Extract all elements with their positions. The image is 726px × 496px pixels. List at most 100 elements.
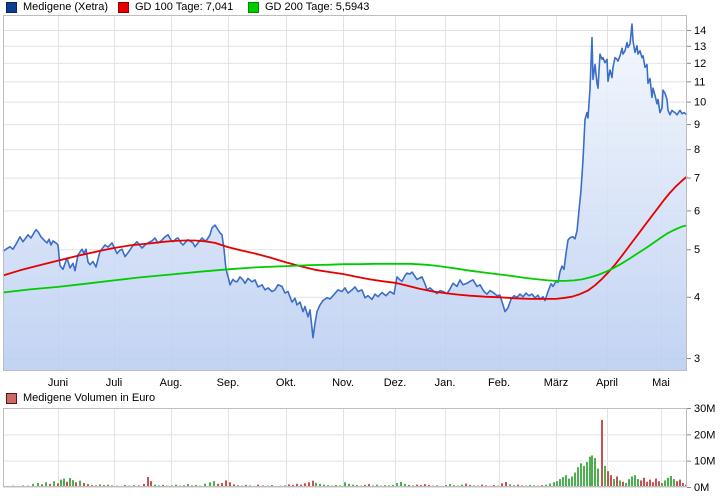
volume-bar: [577, 467, 579, 487]
volume-bar: [545, 484, 547, 487]
volume-bar: [257, 484, 259, 487]
volume-bar: [445, 484, 447, 487]
volume-bar: [376, 484, 378, 487]
price-axis-label: 13: [694, 41, 706, 53]
price-axis-label: 12: [694, 58, 706, 70]
volume-bar: [562, 476, 564, 487]
legend-item-gd200: GD 200 Tage: 5,5943: [248, 1, 369, 14]
volume-bar: [45, 482, 47, 487]
month-label: Sep.: [217, 377, 240, 389]
legend-label-medigene: Medigene (Xetra): [23, 1, 108, 13]
volume-bar: [53, 481, 55, 487]
volume-bar: [344, 482, 346, 487]
volume-bar: [72, 480, 74, 487]
volume-bar: [661, 483, 663, 487]
month-label: März: [544, 377, 568, 389]
volume-bar: [622, 481, 624, 487]
volume-bar: [69, 478, 71, 487]
volume-axis-label: 20M: [694, 429, 715, 441]
price-axis-label: 3: [694, 353, 700, 365]
volume-bar: [597, 468, 599, 487]
volume-bar: [352, 484, 354, 487]
legend-item-medigene: Medigene (Xetra): [6, 1, 108, 14]
price-axis-label: 4: [694, 292, 700, 304]
volume-bar: [154, 484, 156, 487]
volume-bar: [107, 484, 109, 487]
price-tick-labels: 3 4 5 6 7 8 9 10 11 12 13 14: [687, 25, 706, 365]
volume-bar: [655, 478, 657, 487]
volume-bar: [625, 483, 627, 487]
price-axis-label: 8: [694, 144, 700, 156]
volume-bar: [649, 479, 651, 487]
price-axis-label: 14: [694, 25, 706, 37]
volume-bar: [604, 465, 606, 487]
volume-bar: [63, 478, 65, 487]
volume-bar: [634, 475, 636, 487]
price-legend: Medigene (Xetra) GD 100 Tage: 7,041 GD 2…: [0, 0, 726, 14]
gd100-series-swatch-icon: [118, 2, 129, 13]
month-label: Juli: [106, 377, 123, 389]
volume-bar: [368, 484, 370, 487]
month-label: Juni: [48, 377, 68, 389]
volume-bar: [565, 475, 567, 487]
volume-bar: [143, 483, 145, 487]
volume-bar: [628, 479, 630, 487]
volume-bar: [583, 465, 585, 487]
volume-bar: [449, 484, 451, 487]
volume-series-swatch-icon: [6, 393, 17, 404]
volume-bar: [229, 482, 231, 487]
volume-bar: [32, 483, 34, 487]
volume-bar: [292, 484, 294, 487]
volume-bar: [640, 480, 642, 487]
volume-bar: [300, 484, 302, 487]
volume-axis-label: 30M: [694, 403, 715, 415]
volume-bar: [245, 484, 247, 487]
volume-bar: [549, 483, 551, 487]
volume-bar: [465, 483, 467, 487]
volume-bar: [631, 476, 633, 487]
volume-bar: [646, 481, 648, 487]
volume-bar: [124, 484, 126, 487]
price-axis-label: 11: [694, 76, 705, 88]
volume-bar: [162, 484, 164, 487]
volume-bar: [75, 482, 77, 487]
volume-bar: [664, 480, 666, 487]
volume-bar: [481, 484, 483, 487]
volume-bar: [469, 484, 471, 487]
volume-bar: [553, 482, 555, 487]
gd200-line: [2, 224, 688, 294]
volume-bar: [213, 481, 215, 487]
price-axis-label: 10: [694, 97, 706, 109]
volume-bar: [619, 480, 621, 487]
volume-bar: [60, 479, 62, 487]
volume-bar: [319, 483, 321, 487]
gd100-line: [2, 175, 688, 300]
volume-bar: [416, 484, 418, 487]
volume-bar: [556, 481, 558, 487]
volume-tick-labels: 30M 20M 10M 0M: [687, 403, 715, 494]
month-label: Aug.: [160, 377, 183, 389]
volume-bar: [150, 481, 152, 487]
volume-bar: [308, 482, 310, 487]
gd200-series-swatch-icon: [248, 2, 259, 13]
volume-bar: [505, 481, 507, 487]
volume-bar: [607, 471, 609, 487]
legend-label-gd100: GD 100 Tage: 7,041: [135, 1, 234, 13]
volume-bar: [580, 463, 582, 487]
volume-bar: [37, 483, 39, 487]
volume-bar: [315, 482, 317, 487]
volume-bar: [204, 483, 206, 487]
volume-bar: [57, 483, 59, 487]
month-label: Okt.: [276, 377, 296, 389]
volume-bar: [49, 483, 51, 487]
volume-bar: [501, 483, 503, 487]
volume-bar: [364, 484, 366, 487]
volume-bar: [616, 476, 618, 487]
price-axis-label: 6: [694, 205, 700, 217]
volume-bar: [396, 483, 398, 487]
volume-bar: [187, 484, 189, 487]
volume-bar: [323, 484, 325, 487]
price-area-fill: [3, 24, 687, 371]
